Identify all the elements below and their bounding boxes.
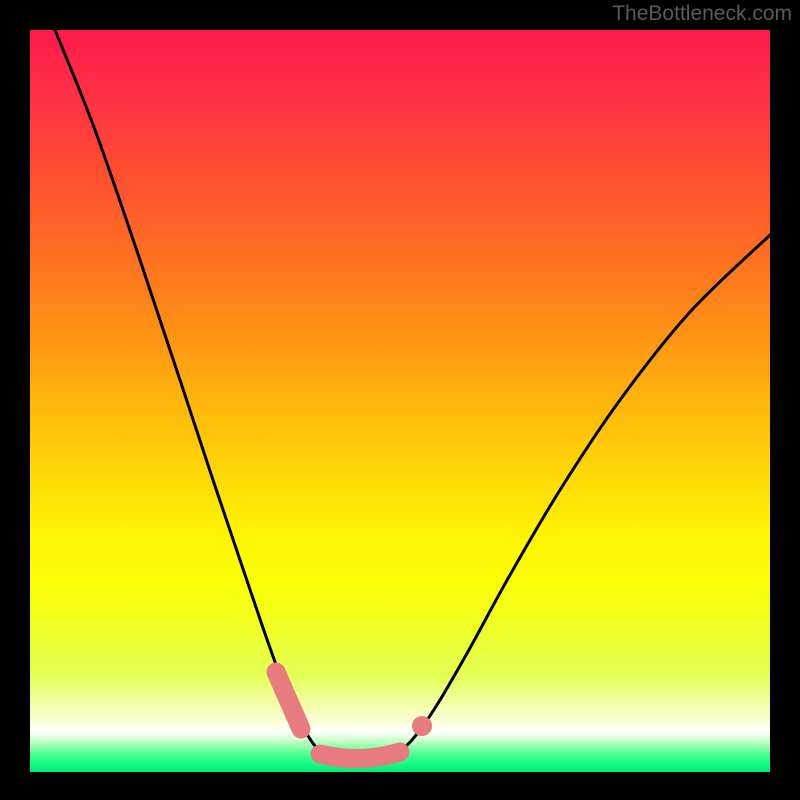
watermark-text: TheBottleneck.com [612, 2, 792, 26]
plot-area [30, 30, 770, 772]
stage: TheBottleneck.com [0, 0, 800, 800]
marker-segment [320, 752, 400, 759]
marker-point [412, 716, 432, 736]
chart-svg [0, 0, 800, 800]
